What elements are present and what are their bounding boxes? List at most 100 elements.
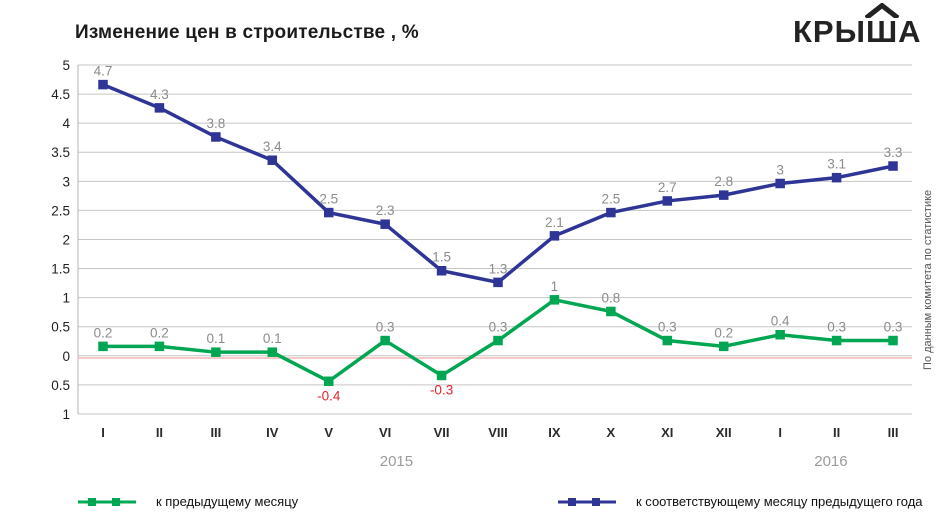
chart-value-label: 2.7 bbox=[658, 180, 677, 195]
chart-data-marker bbox=[606, 306, 616, 317]
chart-value-label: 1 bbox=[551, 279, 559, 294]
y-axis-tick-label: 0.5 bbox=[51, 320, 70, 335]
y-axis-tick-label: 0.5 bbox=[51, 378, 70, 393]
y-axis-tick-label: 2 bbox=[62, 232, 70, 247]
y-axis-tick-label: 2.5 bbox=[51, 203, 70, 218]
chart-value-label: 3.1 bbox=[827, 157, 846, 172]
chart-value-label: 4.3 bbox=[150, 87, 169, 102]
source-note: По данным комитета по статистике bbox=[922, 189, 934, 371]
x-axis-month-label: I bbox=[778, 425, 782, 440]
legend-item-prev-month: к предыдущему месяцу bbox=[78, 494, 298, 509]
chart-data-marker bbox=[380, 335, 390, 346]
logo-text-post: А bbox=[898, 14, 922, 49]
chart-value-label: 2.1 bbox=[545, 215, 564, 230]
chart-data-marker bbox=[718, 190, 729, 200]
chart-value-label: 0.1 bbox=[206, 331, 225, 346]
chart-value-label: 0.2 bbox=[714, 325, 733, 340]
legend-swatch-green-icon bbox=[78, 497, 136, 506]
chart-data-marker bbox=[662, 335, 673, 346]
chart-value-label: 0.3 bbox=[658, 320, 677, 335]
legend-swatch-blue-icon bbox=[558, 497, 616, 506]
logo-sha-letter: Ш bbox=[865, 3, 900, 47]
chart-value-label: 2.8 bbox=[714, 174, 733, 189]
chart-value-label: 4.7 bbox=[94, 64, 113, 79]
x-axis-month-label: XI bbox=[661, 425, 673, 440]
chart-data-marker bbox=[154, 341, 165, 352]
chart-data-marker bbox=[323, 376, 334, 387]
chart-data-marker bbox=[549, 231, 560, 241]
page-title: Изменение цен в строительстве , % bbox=[75, 22, 419, 43]
chart-value-label: 2.5 bbox=[319, 192, 338, 207]
chart-value-label: 1.5 bbox=[432, 250, 451, 265]
x-axis-month-label: II bbox=[156, 425, 163, 440]
chart-data-marker bbox=[549, 295, 560, 305]
chart-data-marker bbox=[380, 219, 390, 229]
y-axis-tick-label: 1.5 bbox=[51, 262, 70, 277]
legend-item-prev-year-month: к соответствующему месяцу предыдущего го… bbox=[558, 494, 923, 509]
x-axis-month-label: IX bbox=[548, 425, 561, 440]
chart-value-label: -0.3 bbox=[430, 382, 453, 397]
chart-value-label: 0.3 bbox=[489, 320, 508, 335]
chart-data-marker bbox=[888, 161, 898, 171]
x-axis-month-label: VIII bbox=[488, 425, 508, 440]
chart-value-label: 0.4 bbox=[771, 314, 790, 329]
x-axis-month-label: V bbox=[324, 425, 333, 440]
chart-value-label: 3.8 bbox=[206, 116, 225, 131]
chart-data-marker bbox=[211, 132, 221, 142]
chart-data-marker bbox=[154, 103, 165, 113]
chart-data-marker bbox=[718, 341, 729, 352]
logo-text-pre: КРЫ bbox=[793, 14, 866, 49]
chart-data-marker bbox=[493, 335, 503, 346]
x-axis-month-label: X bbox=[607, 425, 616, 440]
chart-data-marker bbox=[211, 347, 221, 357]
chart-data-marker bbox=[606, 207, 616, 218]
chart-data-marker bbox=[662, 196, 673, 206]
y-axis-tick-label: 3 bbox=[62, 174, 70, 189]
chart-data-marker bbox=[831, 172, 842, 183]
chart-value-label: 0.3 bbox=[376, 320, 395, 335]
chart-value-label: 0.3 bbox=[884, 320, 903, 335]
chart-data-marker bbox=[775, 329, 785, 340]
y-axis-tick-label: 4.5 bbox=[51, 87, 70, 102]
chart-data-marker bbox=[436, 265, 447, 276]
chart-value-label: 0.8 bbox=[601, 290, 620, 305]
x-axis-month-label: IV bbox=[266, 425, 279, 440]
chart-value-label: -0.4 bbox=[317, 388, 341, 403]
chart-value-label: 2.5 bbox=[601, 192, 620, 207]
y-axis-tick-label: 5 bbox=[62, 58, 70, 73]
x-axis-year-label: 2016 bbox=[814, 453, 847, 470]
y-axis-tick-label: 0 bbox=[62, 349, 70, 364]
y-axis-tick-label: 4 bbox=[62, 116, 70, 131]
x-axis-month-label: VI bbox=[379, 425, 391, 440]
x-axis-month-label: VII bbox=[434, 425, 450, 440]
y-axis-tick-label: 3.5 bbox=[51, 145, 70, 160]
y-axis-tick-label: 1 bbox=[62, 407, 70, 422]
chart-value-label: 3.3 bbox=[884, 145, 903, 160]
x-axis-month-label: I bbox=[101, 425, 105, 440]
logo-roof-icon bbox=[865, 3, 900, 18]
krysha-logo: КРЫ Ш А bbox=[793, 3, 922, 49]
chart-value-label: 0.2 bbox=[150, 325, 169, 340]
x-axis-year-label: 2015 bbox=[380, 453, 413, 470]
chart-value-label: 0.1 bbox=[263, 331, 282, 346]
chart-value-label: 0.3 bbox=[827, 320, 846, 335]
chart-data-marker bbox=[436, 370, 447, 381]
chart-data-marker bbox=[267, 155, 278, 165]
chart-data-marker bbox=[888, 335, 898, 346]
x-axis-month-label: III bbox=[888, 425, 899, 440]
x-axis-month-label: II bbox=[833, 425, 840, 440]
chart-data-marker bbox=[831, 335, 842, 346]
legend-label-prev-month: к предыдущему месяцу bbox=[156, 494, 299, 509]
chart-data-marker bbox=[775, 178, 785, 189]
chart-value-label: 3 bbox=[776, 162, 784, 177]
x-axis-month-label: III bbox=[210, 425, 221, 440]
chart-data-marker bbox=[323, 207, 334, 218]
chart-series-line bbox=[102, 82, 894, 285]
chart-value-label: 3.4 bbox=[263, 139, 282, 154]
chart-data-marker bbox=[98, 341, 108, 352]
chart-value-label: 1.3 bbox=[489, 261, 508, 276]
chart-value-label: 0.2 bbox=[94, 325, 113, 340]
chart-data-marker bbox=[267, 347, 278, 357]
